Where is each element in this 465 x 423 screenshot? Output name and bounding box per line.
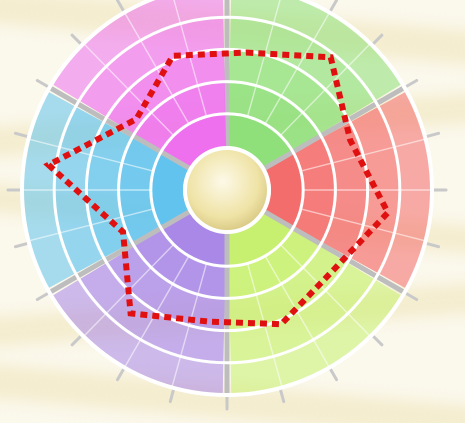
sector-magenta-ring-4 bbox=[79, 17, 225, 118]
sector-yellow-green-ring-4 bbox=[229, 262, 375, 363]
tick-mark bbox=[404, 79, 419, 88]
sector-yellow-green-ring-3 bbox=[229, 246, 348, 331]
tick-mark bbox=[279, 388, 286, 404]
sector-yellow-green-ring-5 bbox=[230, 279, 403, 395]
sector-magenta-ring-2 bbox=[134, 81, 226, 151]
ring-divider-5 bbox=[20, 0, 434, 397]
sector-purple-ring-3 bbox=[106, 246, 225, 331]
tick-mark bbox=[116, 0, 125, 13]
ring-divider-1 bbox=[149, 112, 305, 268]
center-disc bbox=[183, 146, 271, 234]
ring-divider-3 bbox=[84, 47, 370, 333]
sector-magenta-ring-3 bbox=[106, 49, 225, 134]
tick-mark bbox=[371, 33, 384, 46]
sector-separator bbox=[47, 209, 191, 296]
sector-purple-ring-1 bbox=[161, 212, 227, 267]
tick-mark bbox=[35, 79, 50, 88]
tick-mark bbox=[425, 242, 441, 249]
background-stripe bbox=[0, 362, 465, 423]
sector-green-ring-2 bbox=[228, 81, 320, 151]
sector-purple-ring-5 bbox=[51, 279, 224, 395]
wheel-sectors bbox=[22, 0, 433, 396]
red-dotted-outline bbox=[43, 49, 392, 328]
sector-red-ring-1 bbox=[265, 153, 304, 227]
sector-green-ring-1 bbox=[227, 113, 293, 168]
sector-magenta-ring-1 bbox=[161, 113, 227, 168]
tick-mark bbox=[70, 334, 83, 347]
tick-mark bbox=[404, 292, 419, 301]
outer-tick-marks bbox=[6, 0, 448, 411]
tick-mark bbox=[371, 334, 384, 347]
tick-mark bbox=[13, 242, 29, 249]
tick-mark bbox=[13, 131, 29, 138]
ring-divider-4 bbox=[52, 15, 402, 365]
sector-purple-ring-4 bbox=[79, 262, 225, 363]
tick-mark bbox=[329, 367, 338, 382]
sector-yellow-green-ring-2 bbox=[228, 229, 320, 299]
sector-yellow-green-ring-1 bbox=[227, 212, 293, 267]
sector-blue-ring-1 bbox=[150, 153, 189, 227]
tick-mark bbox=[116, 367, 125, 382]
sector-green-ring-3 bbox=[229, 49, 348, 134]
sector-magenta-ring-5 bbox=[51, 0, 224, 101]
tick-mark bbox=[329, 0, 338, 13]
sector-separator bbox=[263, 84, 407, 171]
sector-separator bbox=[263, 209, 407, 296]
tick-mark bbox=[425, 131, 441, 138]
tick-mark bbox=[70, 33, 83, 46]
tick-mark bbox=[168, 388, 175, 404]
sector-purple-ring-2 bbox=[134, 229, 226, 299]
ring-dividers bbox=[20, 0, 434, 397]
tick-mark bbox=[35, 292, 50, 301]
ring-divider-2 bbox=[117, 80, 337, 300]
sector-green-ring-5 bbox=[230, 0, 403, 101]
